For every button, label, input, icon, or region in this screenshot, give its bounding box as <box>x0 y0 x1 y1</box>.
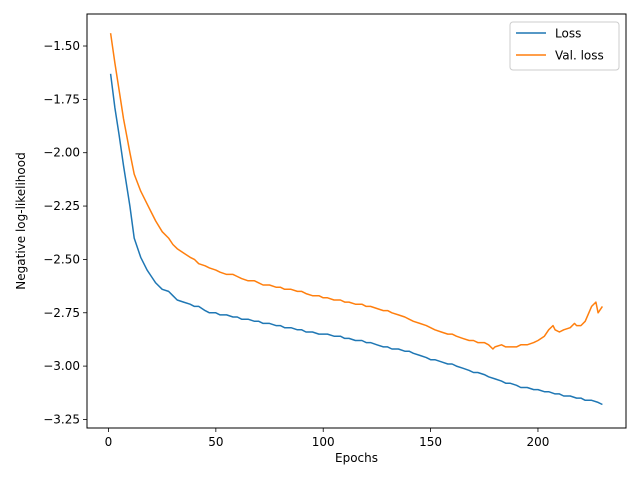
legend-box <box>509 21 620 71</box>
series-line-val-loss <box>109 33 604 350</box>
y-tick-label: −3.25 <box>43 412 80 426</box>
x-tick-label: 150 <box>419 435 442 449</box>
series-line-loss <box>109 73 603 406</box>
y-tick-label: −2.00 <box>43 146 80 160</box>
legend-label-val-loss: Val. loss <box>555 49 604 63</box>
y-tick-label: −3.00 <box>43 359 80 373</box>
y-tick-label: −2.75 <box>43 306 80 320</box>
legend: Loss Val. loss <box>509 21 620 71</box>
axes-background <box>87 14 626 428</box>
y-axis-label: Negative log-likelihood <box>14 152 28 289</box>
plot-area <box>87 14 626 428</box>
y-tick-label: −1.50 <box>43 39 80 53</box>
y-tick-label: −1.75 <box>43 92 80 106</box>
x-tick-label: 100 <box>312 435 335 449</box>
x-tick-label: 0 <box>105 435 113 449</box>
axes-frame <box>86 13 627 429</box>
y-tick-label: −2.25 <box>43 199 80 213</box>
legend-label-loss: Loss <box>555 27 581 41</box>
y-tick-label: −2.50 <box>43 252 80 266</box>
x-axis-label: Epochs <box>335 451 378 465</box>
x-tick-label: 50 <box>208 435 223 449</box>
y-axis-ticks: −1.50 −1.75 −2.00 −2.25 −2.50 −2.75 −3.00 −3.25 <box>43 39 87 426</box>
x-tick-label: 200 <box>527 435 550 449</box>
x-axis-ticks: 0 50 100 150 200 <box>105 428 550 449</box>
series-layer <box>109 33 604 406</box>
